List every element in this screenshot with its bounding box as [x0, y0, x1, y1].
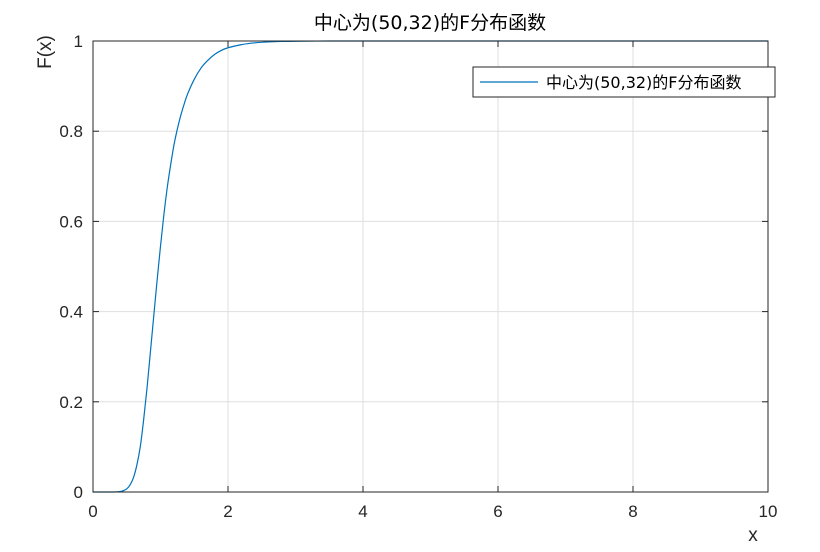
- x-tick-label: 4: [358, 502, 367, 521]
- x-axis-label: x: [748, 525, 758, 546]
- x-tick-label: 2: [223, 502, 232, 521]
- legend-label: 中心为(50,32)的F分布函数: [546, 73, 742, 92]
- x-tick-label: 8: [628, 502, 637, 521]
- y-tick-label: 0: [74, 483, 83, 502]
- y-axis-label: F(x): [35, 35, 56, 69]
- y-tick-label: 0.4: [59, 303, 83, 322]
- chart-title: 中心为(50,32)的F分布函数: [314, 12, 546, 34]
- y-tick-label: 0.2: [59, 393, 83, 412]
- tick-labels: 0 2 4 6 8 10 0 0.2 0.4 0.6 0.8 1: [59, 32, 777, 521]
- plot-area: [93, 41, 768, 492]
- legend: 中心为(50,32)的F分布函数: [472, 66, 776, 98]
- ticks: [92, 40, 769, 493]
- x-tick-label: 10: [759, 502, 778, 521]
- y-tick-label: 0.6: [59, 212, 83, 231]
- y-tick-label: 0.8: [59, 122, 83, 141]
- x-tick-label: 6: [493, 502, 502, 521]
- x-tick-label: 0: [88, 502, 97, 521]
- grid: [93, 41, 768, 492]
- y-tick-label: 1: [74, 32, 83, 51]
- plot-frame: [92, 40, 769, 493]
